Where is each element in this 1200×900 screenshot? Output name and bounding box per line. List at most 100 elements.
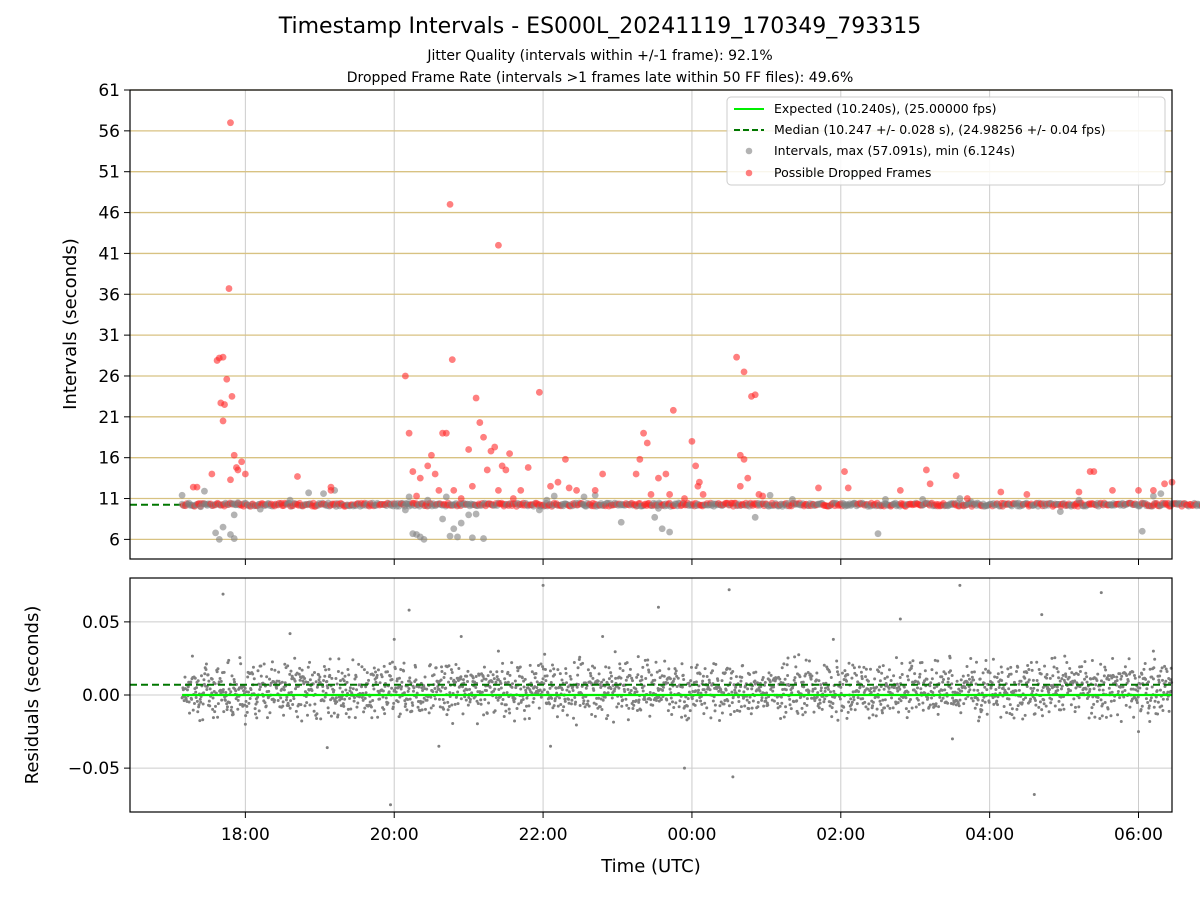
residual-point <box>586 699 590 703</box>
dropped-frame-point <box>228 393 236 400</box>
residual-point <box>916 686 920 690</box>
residual-point <box>258 685 262 689</box>
dropped-frame-point <box>213 357 221 364</box>
residual-point <box>427 711 431 715</box>
residual-point <box>815 695 819 699</box>
residual-point <box>404 702 408 706</box>
residual-point <box>1078 669 1082 673</box>
residual-point <box>476 702 480 706</box>
residual-point <box>907 709 911 713</box>
residual-point <box>475 699 479 703</box>
residual-point <box>432 673 436 677</box>
residual-point <box>607 666 611 670</box>
residual-point <box>685 704 689 708</box>
residual-point <box>270 667 274 671</box>
residual-point <box>207 679 211 683</box>
residual-point <box>742 690 746 694</box>
residual-point <box>198 697 202 701</box>
residual-point <box>548 686 552 690</box>
residual-point <box>494 680 498 684</box>
residual-point <box>636 655 640 659</box>
residual-point <box>1158 674 1162 678</box>
residual-point <box>283 662 287 666</box>
residual-point <box>623 690 627 694</box>
residual-point <box>891 706 895 710</box>
residual-point <box>482 665 486 669</box>
residual-point <box>348 696 352 700</box>
residual-point <box>406 689 410 693</box>
residual-point <box>391 705 395 709</box>
residual-point <box>522 709 526 713</box>
residual-point <box>254 712 258 716</box>
residual-point <box>823 689 827 693</box>
residual-point <box>512 700 516 704</box>
dropped-frame-point <box>1075 488 1083 496</box>
residual-point <box>782 662 786 666</box>
residual-point <box>449 676 453 680</box>
residual-point <box>1165 669 1169 673</box>
residual-point <box>1164 667 1168 671</box>
residual-point <box>668 702 672 706</box>
dropped-frame-point <box>416 474 424 482</box>
residual-point <box>936 712 940 716</box>
residual-point <box>731 775 735 779</box>
residual-point <box>328 657 332 661</box>
residual-point <box>386 701 390 705</box>
residual-point <box>410 701 414 705</box>
residual-point <box>944 672 948 676</box>
residual-point <box>765 691 769 695</box>
residual-point <box>515 706 519 710</box>
residual-point <box>871 713 875 717</box>
residual-point <box>447 680 451 684</box>
dropped-frame-point <box>681 495 688 502</box>
dropped-frame-point <box>442 429 450 437</box>
residual-point <box>840 709 844 713</box>
residual-point <box>343 674 347 678</box>
residual-point <box>1055 666 1059 670</box>
residual-point <box>420 708 424 712</box>
residual-point <box>616 702 620 706</box>
residual-point <box>671 700 675 704</box>
residual-point <box>958 583 962 587</box>
residual-point <box>928 703 932 707</box>
interval-point <box>405 493 413 501</box>
residual-point <box>1061 703 1065 707</box>
residual-point <box>438 705 442 709</box>
residual-point <box>847 700 851 704</box>
residual-point <box>823 697 827 701</box>
residual-point <box>433 697 437 701</box>
residual-point <box>423 675 427 679</box>
residual-point <box>1148 667 1152 671</box>
dropped-frame-point <box>547 482 554 490</box>
residual-point <box>194 690 198 694</box>
residual-point <box>795 699 799 703</box>
residual-point <box>948 656 952 660</box>
residual-point <box>739 679 743 683</box>
top-y-tick-label: 11 <box>98 490 120 510</box>
interval-point <box>450 525 458 533</box>
residual-point <box>673 667 677 671</box>
residual-point <box>741 664 745 668</box>
residual-point <box>347 673 351 677</box>
residual-point <box>747 707 751 711</box>
residual-point <box>390 677 394 681</box>
residual-point <box>933 658 937 662</box>
residual-point <box>654 698 658 702</box>
dropped-frame-point <box>238 458 246 466</box>
residual-point <box>1157 680 1161 684</box>
interval-point <box>919 495 927 503</box>
residual-point <box>435 690 439 694</box>
residual-point <box>1163 664 1167 668</box>
residual-point <box>321 689 325 693</box>
residual-point <box>822 663 826 667</box>
residual-point <box>446 700 450 704</box>
residual-point <box>868 667 872 671</box>
residual-point <box>335 682 339 686</box>
residual-point <box>1135 701 1139 705</box>
interval-point <box>591 491 599 499</box>
dropped-frame-point <box>495 486 502 494</box>
bottom-y-ticks: 0.050.00−0.05 <box>68 613 130 779</box>
residual-point <box>421 689 425 693</box>
bottom-y-tick-label: 0.05 <box>82 613 120 633</box>
residual-point <box>1024 696 1028 700</box>
